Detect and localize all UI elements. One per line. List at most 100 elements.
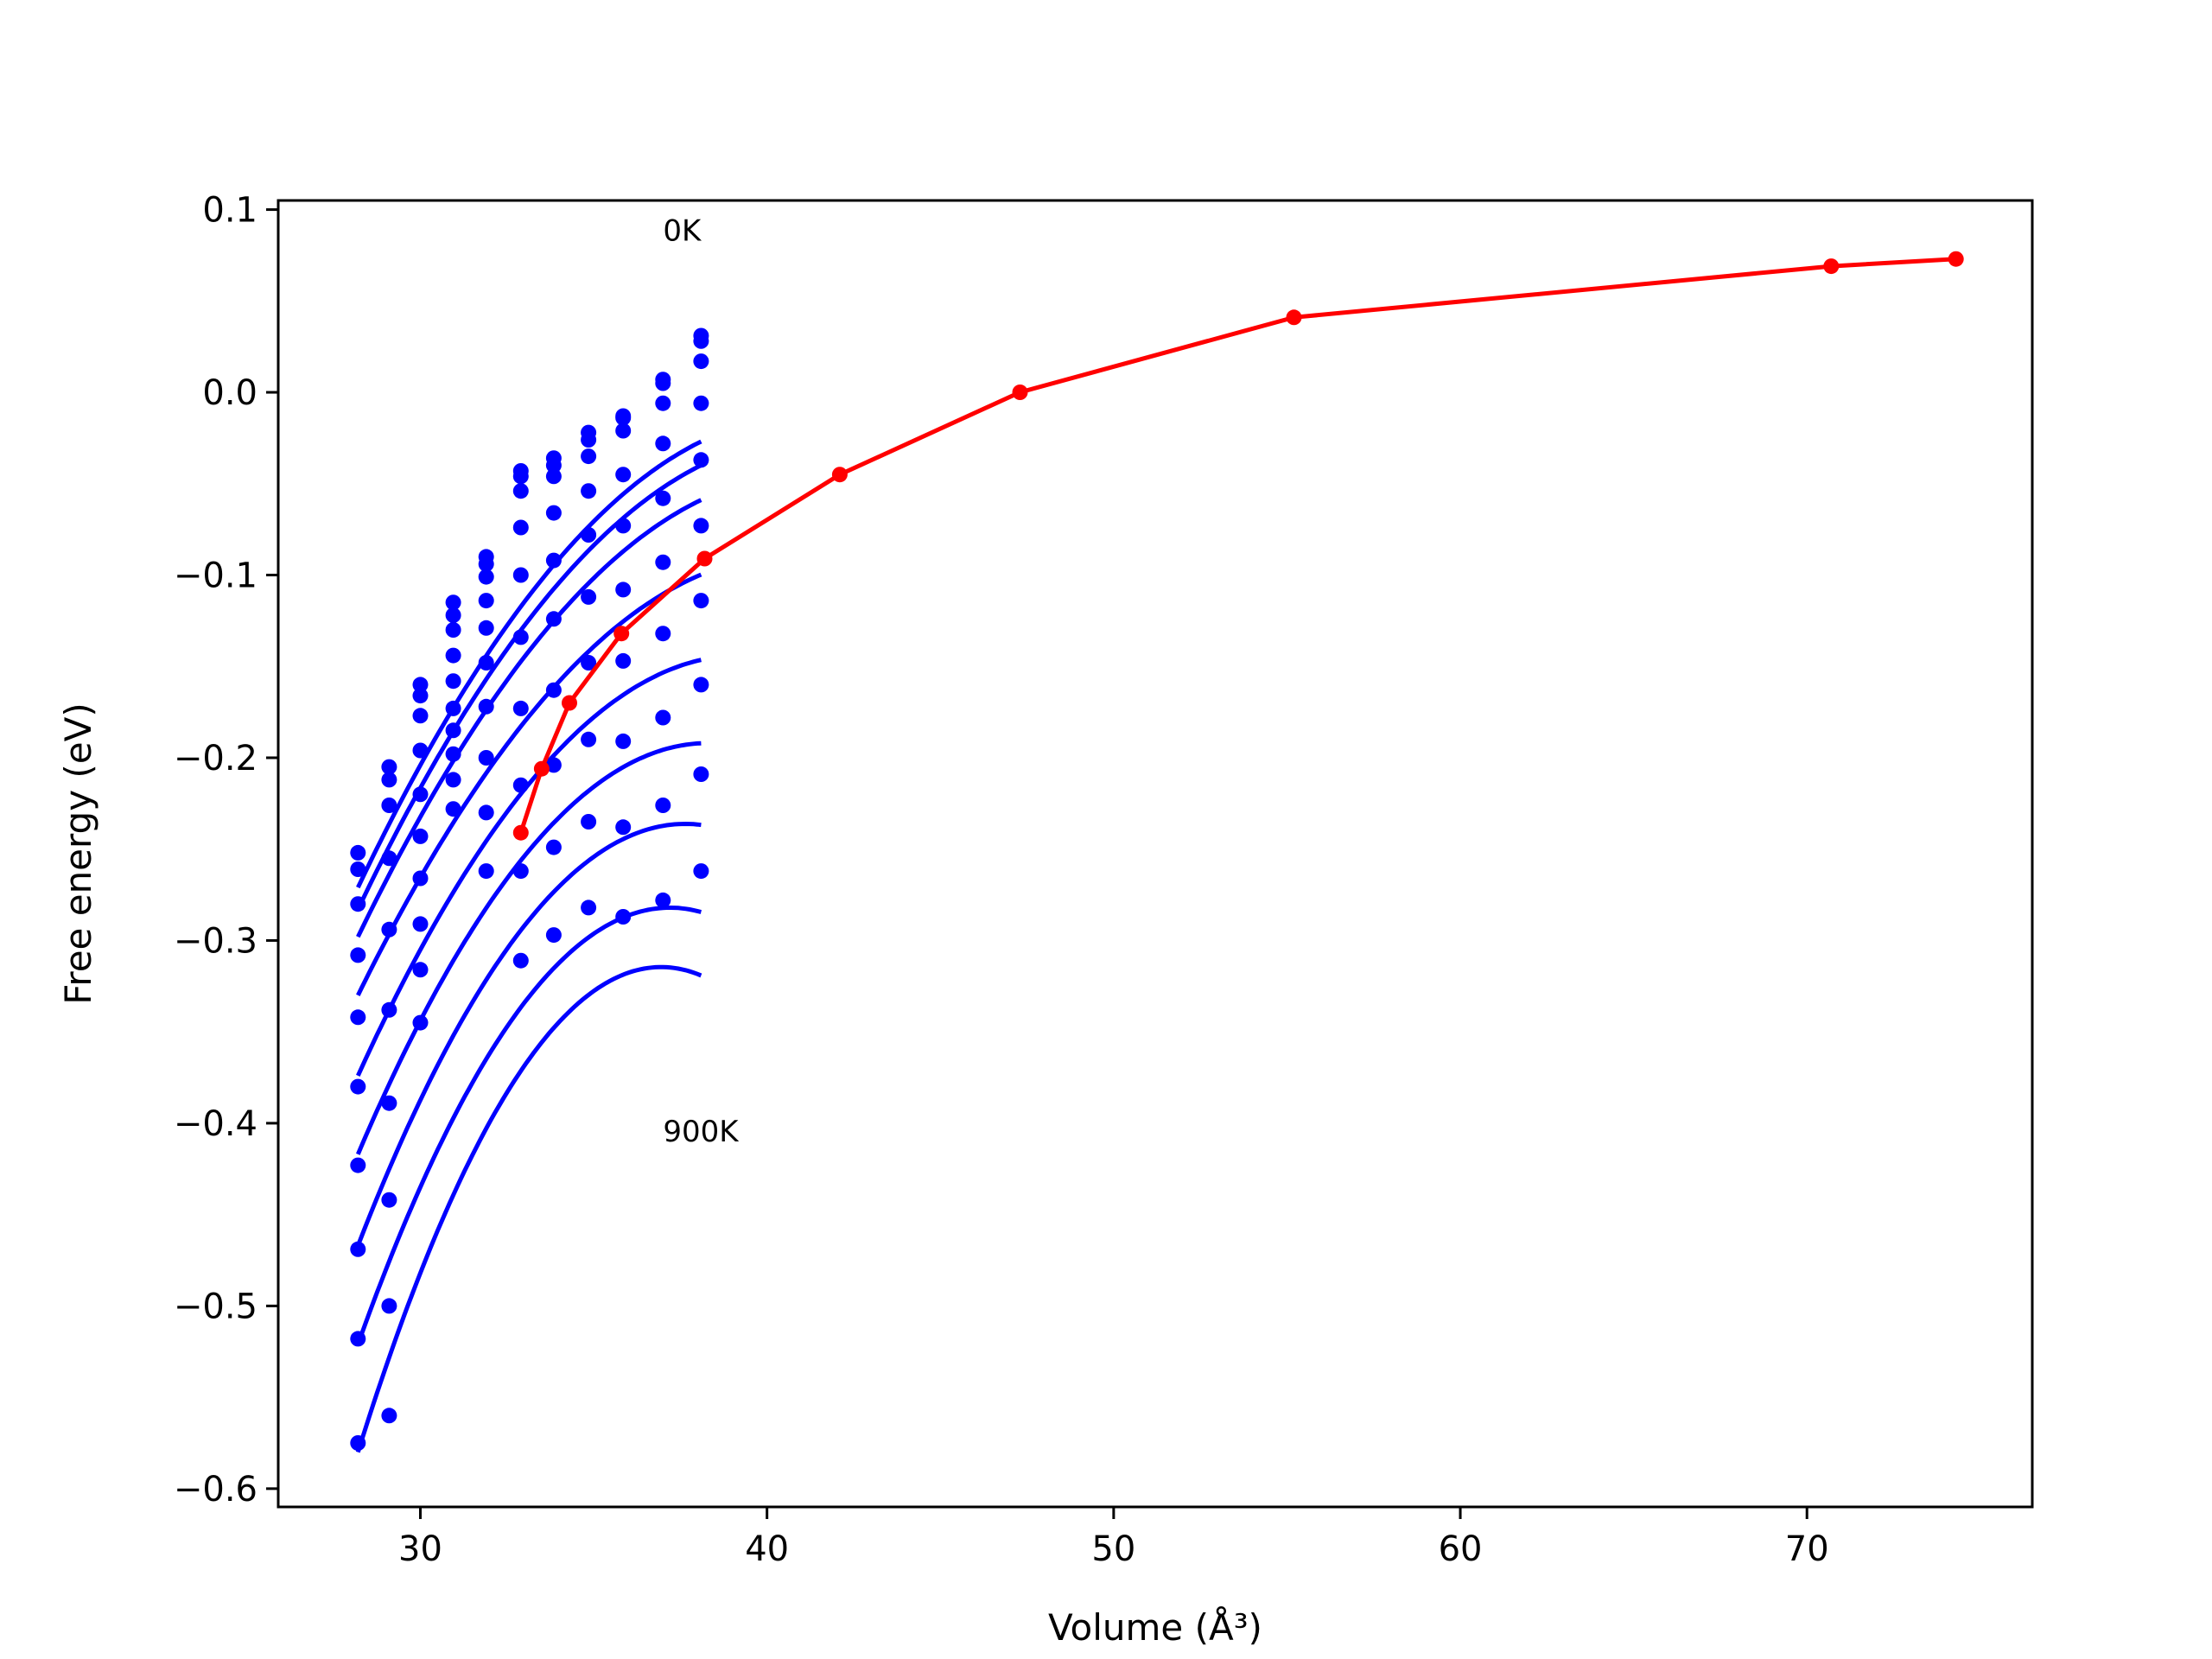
- data-point: [615, 652, 632, 669]
- data-point: [512, 863, 529, 880]
- data-point: [350, 1435, 366, 1451]
- minimum-path-point: [1012, 385, 1028, 400]
- data-point: [615, 410, 632, 426]
- data-point: [381, 1192, 397, 1208]
- data-point: [445, 746, 461, 762]
- data-point: [445, 594, 461, 611]
- minimum-path-point: [696, 550, 713, 567]
- data-point: [581, 448, 597, 465]
- data-point: [478, 556, 494, 572]
- plot-area: [350, 251, 1964, 1453]
- data-point: [581, 483, 597, 499]
- data-point: [445, 673, 461, 690]
- data-point: [350, 1241, 366, 1257]
- x-tick-label: 60: [1439, 1529, 1483, 1569]
- data-point: [615, 423, 632, 439]
- data-point: [350, 844, 366, 861]
- minimum-path-point: [562, 695, 577, 711]
- fitted-curve: [356, 572, 702, 996]
- data-point: [581, 814, 597, 830]
- data-point: [350, 1157, 366, 1173]
- data-point: [350, 947, 366, 963]
- data-point: [655, 490, 671, 506]
- data-point: [512, 952, 529, 969]
- data-point: [412, 962, 429, 978]
- data-point: [512, 777, 529, 793]
- minimum-path-line: [518, 257, 1956, 834]
- data-point: [412, 688, 429, 704]
- data-point: [478, 655, 494, 671]
- data-point: [545, 682, 562, 698]
- data-point: [615, 518, 632, 534]
- data-point: [693, 593, 709, 609]
- data-point: [581, 432, 597, 448]
- y-axis: 0.1 0.0 −0.1 −0.2 −0.3 −0.4 −0.5 −0.6: [174, 191, 278, 1510]
- fitted-curve: [356, 498, 702, 938]
- data-point: [693, 863, 709, 880]
- data-point: [545, 611, 562, 627]
- data-point: [350, 896, 366, 912]
- data-point: [412, 742, 429, 759]
- x-tick-label: 40: [745, 1529, 789, 1569]
- data-point: [412, 786, 429, 803]
- data-point: [445, 607, 461, 623]
- y-tick-label: −0.5: [174, 1287, 257, 1326]
- data-point: [615, 467, 632, 483]
- x-tick-label: 30: [398, 1529, 442, 1569]
- data-point: [545, 757, 562, 773]
- fitted-curve: [355, 964, 702, 1453]
- data-point: [693, 518, 709, 534]
- fitted-curve: [355, 906, 702, 1345]
- fitted-curve: [356, 658, 702, 1077]
- data-point: [693, 333, 709, 349]
- data-point: [381, 850, 397, 867]
- data-point: [512, 519, 529, 536]
- data-point: [545, 505, 562, 521]
- data-point: [693, 677, 709, 693]
- data-point: [655, 709, 671, 726]
- data-point: [478, 750, 494, 766]
- fitted-curve: [356, 439, 702, 889]
- data-point: [445, 801, 461, 817]
- annotation-label: 900K: [663, 1115, 740, 1149]
- y-tick-label: −0.3: [174, 921, 257, 961]
- data-point: [693, 452, 709, 468]
- data-point: [655, 375, 671, 391]
- data-point: [445, 622, 461, 638]
- data-point: [381, 1001, 397, 1018]
- y-tick-label: −0.1: [174, 556, 257, 596]
- data-point: [655, 395, 671, 411]
- data-point: [412, 1014, 429, 1031]
- data-point: [615, 909, 632, 925]
- data-point: [655, 892, 671, 908]
- data-point: [512, 483, 529, 499]
- data-point: [512, 700, 529, 716]
- x-axis-label: Volume (Å³): [1048, 1605, 1262, 1649]
- data-point: [581, 899, 597, 916]
- annotations: 0K 900K: [663, 214, 740, 1150]
- data-point: [381, 1408, 397, 1424]
- data-point: [350, 1078, 366, 1095]
- axes-frame: [276, 199, 2034, 1509]
- data-point: [478, 620, 494, 636]
- data-point: [581, 655, 597, 671]
- data-point: [655, 554, 671, 570]
- data-point: [545, 927, 562, 944]
- data-point: [655, 435, 671, 452]
- minimum-path-point: [831, 467, 848, 483]
- data-point: [655, 798, 671, 813]
- y-tick-label: 0.1: [202, 191, 257, 231]
- data-point: [445, 722, 461, 739]
- data-point: [381, 1095, 397, 1111]
- data-point: [478, 593, 494, 609]
- data-point: [615, 733, 632, 749]
- data-point: [581, 588, 597, 605]
- minimum-path-point: [613, 626, 630, 642]
- data-point: [512, 629, 529, 645]
- minimum-path-point: [1948, 251, 1964, 267]
- data-point: [655, 626, 671, 642]
- data-point: [381, 1298, 397, 1314]
- minimum-path-point: [1823, 258, 1840, 275]
